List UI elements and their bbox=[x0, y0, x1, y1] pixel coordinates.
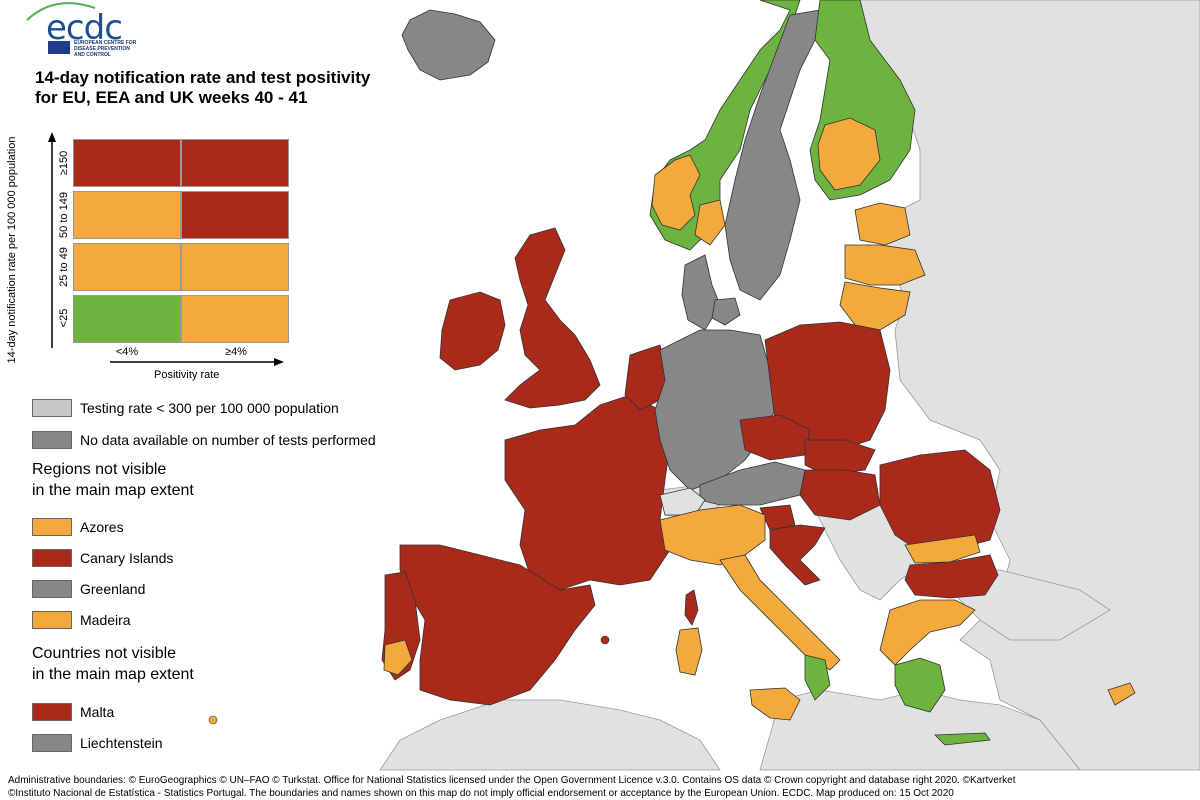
map-title-line1: 14-day notification rate and test positi… bbox=[35, 68, 371, 87]
region-corsica bbox=[684, 589, 699, 626]
ecdc-subtitle-line3: AND CONTROL bbox=[74, 52, 111, 58]
legend-region-label: Azores bbox=[80, 519, 124, 535]
region-bulgaria bbox=[904, 554, 999, 599]
region-romania-south bbox=[904, 534, 981, 564]
legend-region-swatch bbox=[32, 580, 72, 598]
region-switzerland bbox=[659, 487, 706, 516]
matrix-x-axis-label: Positivity rate bbox=[154, 369, 220, 381]
matrix-cell-1-1 bbox=[181, 191, 289, 239]
footer-line2: ©Instituto Nacional de Estatística - Sta… bbox=[8, 788, 954, 799]
map-title-line2: for EU, EEA and UK weeks 40 - 41 bbox=[35, 88, 308, 107]
matrix-y-tick-3: <25 bbox=[58, 308, 70, 328]
matrix-y-tick-1: 50 to 149 bbox=[58, 192, 70, 238]
matrix-cell-2-0 bbox=[73, 243, 181, 291]
region-romania bbox=[879, 449, 1001, 553]
region-cyprus bbox=[1107, 682, 1136, 706]
eu-flag-icon bbox=[48, 41, 70, 54]
ecdc-logo-arc bbox=[26, 2, 96, 21]
matrix-x-tick-0: <4% bbox=[115, 346, 139, 358]
matrix-y-tick-0: ≥150 bbox=[58, 150, 70, 176]
ecdc-logo-subtitle: EUROPEAN CENTRE FOR DISEASE PREVENTION A… bbox=[74, 40, 144, 58]
matrix-y-axis-label: 14-day notification rate per 100 000 pop… bbox=[6, 136, 18, 364]
region-lithuania bbox=[839, 281, 911, 331]
legend-region-label: Greenland bbox=[80, 581, 146, 597]
legend-country-label: Liechtenstein bbox=[80, 735, 163, 751]
legend-country-swatch bbox=[32, 734, 72, 752]
legend-no-data-swatch bbox=[32, 431, 72, 449]
legend-region-swatch bbox=[32, 549, 72, 567]
ecdc-subtitle-line1: EUROPEAN CENTRE FOR bbox=[74, 40, 137, 46]
region-sicily bbox=[749, 687, 801, 721]
matrix-cell-0-0 bbox=[73, 139, 181, 187]
region-balearic bbox=[600, 635, 610, 645]
region-slovenia bbox=[759, 504, 796, 531]
region-crete bbox=[934, 732, 991, 746]
legend-no-data-label: No data available on number of tests per… bbox=[80, 432, 376, 448]
legend-country-label: Malta bbox=[80, 704, 115, 720]
matrix-cell-0-1 bbox=[181, 139, 289, 187]
legend-region-label: Canary Islands bbox=[80, 550, 174, 566]
legend-testing-rate-label: Testing rate < 300 per 100 000 populatio… bbox=[80, 400, 339, 416]
region-finland-south bbox=[817, 117, 881, 191]
matrix-axes bbox=[48, 132, 284, 366]
region-france bbox=[504, 394, 671, 591]
legend-region-swatch bbox=[32, 518, 72, 536]
region-greece bbox=[879, 599, 976, 666]
map-footer: Administrative boundaries: © EuroGeograp… bbox=[8, 774, 1198, 800]
matrix-cell-3-1 bbox=[181, 295, 289, 343]
ecdc-logo bbox=[25, 0, 145, 60]
footer-line1: Administrative boundaries: © EuroGeograp… bbox=[8, 775, 1016, 786]
region-latvia bbox=[844, 244, 926, 286]
region-italy-south bbox=[804, 654, 831, 701]
matrix-x-tick-1: ≥4% bbox=[225, 346, 247, 358]
region-sardinia bbox=[675, 627, 703, 676]
region-greece-green bbox=[894, 657, 946, 713]
matrix-cell-3-0 bbox=[73, 295, 181, 343]
region-malta-small bbox=[208, 715, 218, 725]
region-denmark-islands bbox=[711, 297, 741, 326]
region-portugal-south bbox=[383, 639, 413, 676]
region-croatia bbox=[769, 524, 826, 586]
legend-region-swatch bbox=[32, 611, 72, 629]
legend-country-swatch bbox=[32, 703, 72, 721]
region-sweden bbox=[724, 9, 821, 301]
map-title: 14-day notification rate and test positi… bbox=[35, 68, 370, 108]
matrix-cell-1-0 bbox=[73, 191, 181, 239]
region-slovakia bbox=[804, 439, 876, 476]
region-spain bbox=[399, 544, 596, 706]
region-uk bbox=[504, 227, 601, 409]
region-ireland bbox=[439, 291, 506, 371]
region-italy-center bbox=[719, 554, 841, 671]
legend-regions-heading: Regions not visible in the main map exte… bbox=[32, 461, 194, 499]
region-estonia bbox=[854, 202, 911, 246]
legend-countries-heading: Countries not visible in the main map ex… bbox=[32, 645, 194, 683]
legend-region-label: Madeira bbox=[80, 612, 131, 628]
matrix-cell-2-1 bbox=[181, 243, 289, 291]
legend-testing-rate-swatch bbox=[32, 399, 72, 417]
matrix-y-tick-2: 25 to 49 bbox=[58, 247, 70, 287]
region-iceland bbox=[401, 9, 496, 81]
region-hungary bbox=[799, 469, 881, 521]
ecdc-subtitle-line2: DISEASE PREVENTION bbox=[74, 46, 130, 52]
region-norway-south bbox=[651, 154, 701, 231]
region-italy-north bbox=[659, 504, 766, 566]
region-norway-east bbox=[694, 199, 726, 246]
